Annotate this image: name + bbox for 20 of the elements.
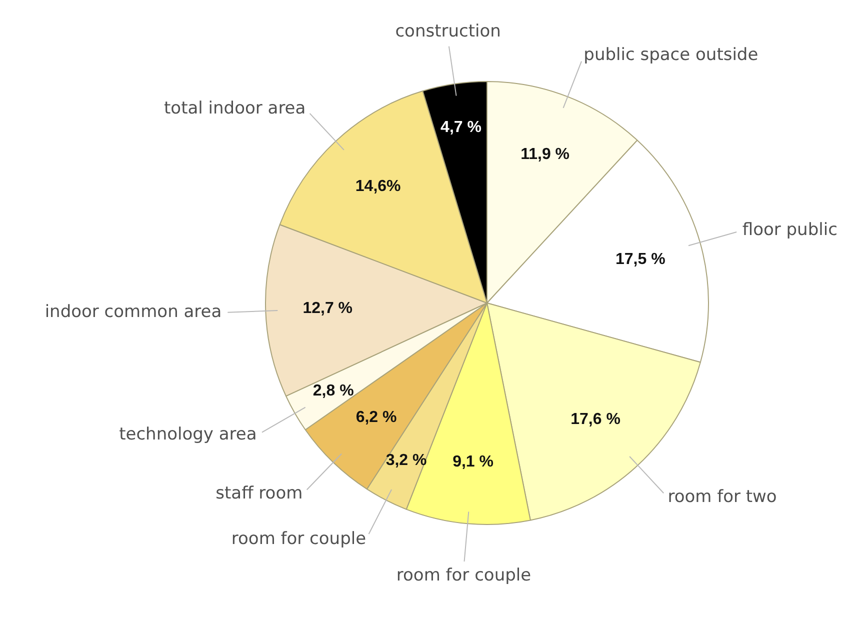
- data-label: 12,7 %: [302, 300, 353, 318]
- slice-label: total indoor area: [164, 98, 306, 118]
- slice-label: room for couple: [396, 565, 532, 586]
- data-label: 3,2 %: [386, 452, 427, 470]
- slice-label: construction: [395, 21, 501, 42]
- slice-label: staff room: [216, 484, 303, 504]
- data-label: 17,5 %: [615, 250, 666, 268]
- data-label: 6,2 %: [356, 409, 397, 426]
- slice-label: floor public: [742, 220, 838, 240]
- slice-label: public space outside: [584, 45, 758, 66]
- data-label: 2,8 %: [312, 382, 354, 400]
- data-label: 4,7 %: [440, 119, 482, 136]
- slice-label: technology area: [119, 424, 257, 445]
- data-label: 11,9 %: [520, 146, 570, 163]
- data-label: 17,6 %: [570, 411, 620, 428]
- data-label: 9,1 %: [452, 453, 494, 470]
- slice-label: room for couple: [231, 528, 366, 549]
- data-label: 14,6%: [355, 178, 401, 195]
- slice-label: indoor common area: [44, 302, 222, 322]
- slice-label: room for two: [668, 486, 777, 507]
